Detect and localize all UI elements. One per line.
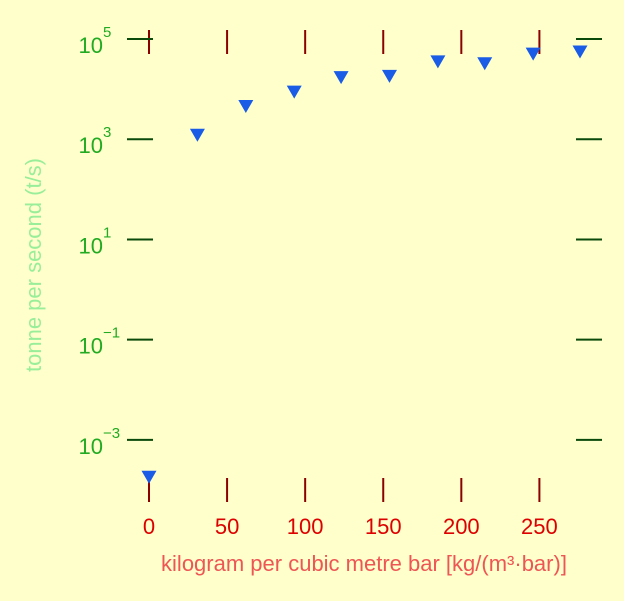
y-tick-exponent-3: −1 (103, 325, 120, 342)
data-point-0-9 (572, 45, 588, 59)
data-point-0-8 (525, 47, 541, 61)
data-point-0-4 (333, 71, 349, 85)
x-axis-title: kilogram per cubic metre bar [kg/(m³·bar… (161, 551, 567, 576)
data-point-0-7 (477, 57, 493, 71)
y-tick-label-0: 10 (79, 33, 103, 58)
x-tick-label-0: 0 (143, 514, 155, 539)
y-tick-exponent-2: 1 (103, 224, 111, 241)
x-tick-label-100: 100 (287, 514, 324, 539)
x-tick-label-250: 250 (521, 514, 558, 539)
x-tick-label-50: 50 (215, 514, 239, 539)
x-tick-label-200: 200 (443, 514, 480, 539)
data-point-0-2 (238, 99, 254, 113)
x-tick-label-150: 150 (365, 514, 402, 539)
data-point-0-6 (430, 55, 446, 69)
y-axis-title: tonne per second (t/s) (21, 158, 46, 372)
y-tick-label-4: 10 (79, 434, 103, 459)
y-tick-label-1: 10 (79, 133, 103, 158)
y-tick-exponent-0: 5 (103, 24, 111, 41)
data-point-0-3 (286, 85, 302, 99)
y-tick-exponent-1: 3 (103, 124, 111, 141)
data-point-0-5 (381, 69, 397, 83)
y-tick-exponent-4: −3 (103, 425, 120, 442)
y-tick-label-3: 10 (79, 334, 103, 359)
data-point-0-0 (141, 470, 157, 484)
data-points (141, 45, 588, 484)
y-tick-label-2: 10 (79, 233, 103, 258)
x-axis-ticks: 0 50 100 150 200 250 (143, 30, 558, 539)
data-point-0-1 (189, 128, 205, 142)
